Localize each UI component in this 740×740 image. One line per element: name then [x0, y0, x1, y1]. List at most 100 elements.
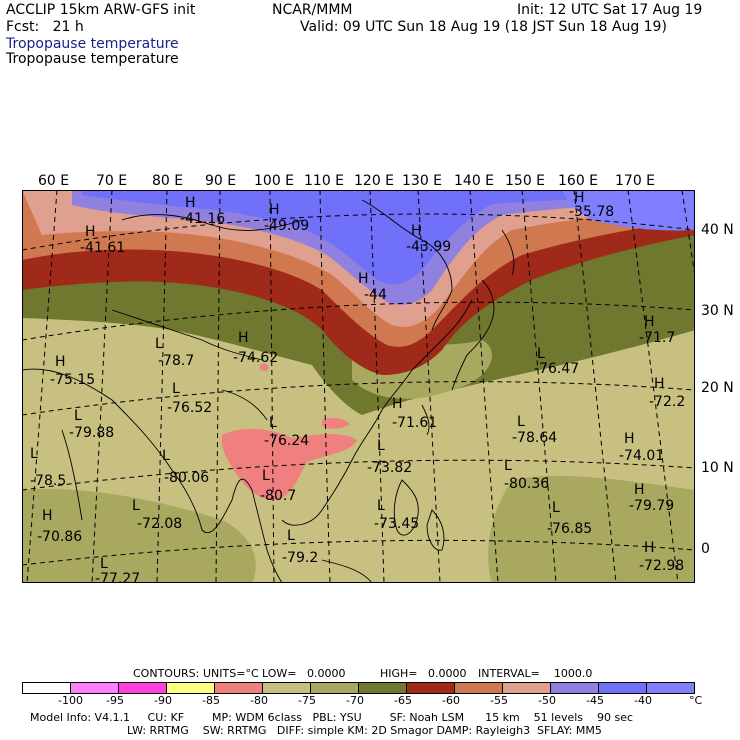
model-info-line-2: LW: RRTMG SW: RRTMG DIFF: simple KM: 2D …	[127, 724, 602, 737]
field-title-primary: Tropopause temperature	[6, 36, 179, 52]
lon-label: 100 E	[254, 173, 295, 189]
marker-value: -72.2	[649, 394, 685, 410]
marker-value: -73.82	[367, 460, 412, 476]
marker-value: -78.64	[512, 430, 557, 446]
color-legend-bar	[22, 682, 695, 694]
forecast-hour: Fcst: 21 h	[6, 19, 84, 35]
legend-swatch	[359, 683, 407, 693]
legend-swatch	[311, 683, 359, 693]
marker-value: -76.52	[167, 400, 212, 416]
lat-label: 20 N	[701, 380, 734, 396]
marker-type: L	[504, 458, 512, 474]
lon-label: 170 E	[615, 173, 656, 189]
marker-type: H	[55, 354, 66, 370]
marker-value: -41.16	[180, 211, 225, 227]
legend-swatch	[167, 683, 215, 693]
legend-swatch	[119, 683, 167, 693]
marker-type: H	[644, 314, 655, 330]
marker-type: H	[358, 271, 369, 287]
init-time: Init: 12 UTC Sat 17 Aug 19	[517, 2, 703, 18]
legend-swatch	[599, 683, 647, 693]
coastlines	[22, 199, 515, 583]
lat-label: 30 N	[701, 303, 734, 319]
marker-value: -78.5	[30, 473, 66, 489]
marker-type: H	[574, 190, 585, 206]
marker-type: L	[517, 414, 525, 430]
marker-type: H	[185, 195, 196, 211]
marker-value: -76.24	[264, 433, 309, 449]
marker-type: H	[644, 540, 655, 556]
marker-type: L	[132, 498, 140, 514]
lon-label: 70 E	[96, 173, 128, 189]
legend-tick: -70	[346, 694, 364, 707]
marker-value: -80.06	[164, 470, 209, 486]
model-title: ACCLIP 15km ARW-GFS init	[6, 2, 196, 18]
legend-tick: -50	[538, 694, 556, 707]
marker-type: L	[30, 446, 38, 462]
marker-type: L	[74, 408, 82, 424]
marker-type: L	[172, 381, 180, 397]
marker-type: L	[155, 336, 163, 352]
lon-label: 60 E	[38, 173, 70, 189]
marker-value: -71.7	[639, 330, 675, 346]
legend-swatch	[71, 683, 119, 693]
legend-tick: -95	[106, 694, 124, 707]
contours-label: CONTOURS:	[133, 667, 200, 680]
marker-type: H	[85, 224, 96, 240]
lon-label: 90 E	[205, 173, 237, 189]
lat-label: 0	[701, 541, 710, 557]
marker-value: -77.27	[95, 571, 140, 583]
marker-type: L	[552, 500, 560, 516]
marker-value: -80.36	[504, 476, 549, 492]
marker-type: H	[238, 330, 249, 346]
latitude-gridlines	[22, 213, 695, 566]
band-minus-45	[82, 190, 695, 285]
marker-type: L	[287, 528, 295, 544]
marker-type: L	[269, 415, 277, 431]
marker-value: -73.45	[374, 516, 419, 532]
legend-tick: -65	[394, 694, 412, 707]
legend-swatch	[215, 683, 263, 693]
marker-value: -79.79	[629, 498, 674, 514]
lon-label: 110 E	[304, 173, 345, 189]
legend-tick: -45	[586, 694, 604, 707]
marker-type: L	[100, 556, 108, 572]
marker-value: -74.01	[619, 448, 664, 464]
marker-value: -78.7	[158, 353, 194, 369]
marker-value: -70.86	[37, 529, 82, 545]
map-frame	[22, 190, 695, 583]
legend-swatch	[455, 683, 503, 693]
marker-value: -35.78	[569, 204, 614, 220]
marker-value: -49.09	[264, 218, 309, 234]
marker-value: -44	[364, 287, 387, 303]
legend-swatch	[263, 683, 311, 693]
lon-label: 80 E	[152, 173, 184, 189]
legend-swatch	[647, 683, 694, 693]
source-label: NCAR/MMM	[272, 2, 353, 18]
contours-units: UNITS=°C	[203, 667, 259, 680]
lon-label: 140 E	[454, 173, 495, 189]
marker-type: H	[392, 396, 403, 412]
longitude-gridlines	[26, 190, 695, 583]
legend-swatch	[23, 683, 71, 693]
lat-label: 40 N	[701, 222, 734, 238]
marker-value: -43.99	[406, 239, 451, 255]
marker-value: -80.7	[260, 488, 296, 504]
marker-value: -72.98	[639, 558, 684, 574]
marker-value: -75.15	[50, 372, 95, 388]
marker-value: -79.88	[69, 425, 114, 441]
tropopause-temperature-map: H -41.61 H -41.16 H -49.09 H -43.99 H -4…	[22, 190, 695, 583]
legend-swatch	[503, 683, 551, 693]
marker-value: -41.61	[80, 240, 125, 256]
marker-type: H	[624, 431, 635, 447]
marker-value: -79.2	[282, 550, 318, 566]
legend-tick: -60	[442, 694, 460, 707]
model-info-line-1: Model Info: V4.1.1 CU: KF MP: WDM 6class…	[30, 711, 634, 724]
marker-value: -71.61	[392, 415, 437, 431]
contours-low: LOW= 0.0000	[262, 667, 346, 680]
contours-high: HIGH= 0.0000	[380, 667, 467, 680]
gridline-lat-40n	[22, 213, 695, 251]
marker-type: L	[262, 468, 270, 484]
marker-type: L	[377, 498, 385, 514]
